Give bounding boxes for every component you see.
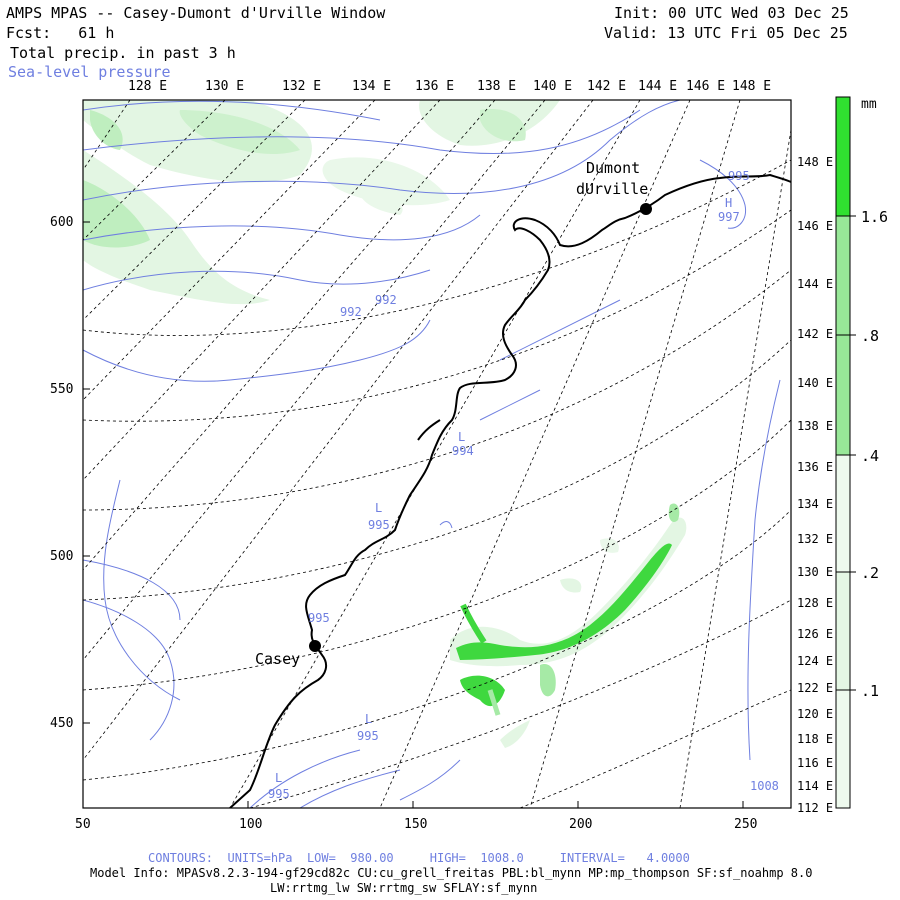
y-axis-labels: 600 550 500 450 (50, 215, 73, 731)
station-marker-dumont (640, 203, 652, 215)
lon-label-top: 132 E (282, 79, 321, 94)
lon-label-top: 146 E (686, 79, 725, 94)
contour-label: 992 (375, 293, 397, 307)
legend-level: .8 (861, 327, 879, 345)
lon-label-top: 140 E (533, 79, 572, 94)
lon-label-right: 130 E (797, 565, 833, 579)
coastline (229, 173, 791, 808)
x-tick-label: 250 (734, 817, 757, 832)
contour-label: L (275, 771, 282, 785)
lon-label-top: 128 E (128, 79, 167, 94)
map-title: AMPS MPAS -- Casey-Dumont d'Urville Wind… (6, 4, 386, 22)
map-frame (82, 99, 792, 809)
lon-label-right: 144 E (797, 277, 833, 291)
lon-label-right: 122 E (797, 681, 833, 695)
contour-label: 992 (340, 305, 362, 319)
lon-label-right: 116 E (797, 756, 833, 770)
contour-label: L (375, 501, 382, 515)
legend-frame (835, 96, 851, 809)
top-longitude-labels: 128 E 130 E 132 E 134 E 136 E 138 E 140 … (128, 79, 771, 94)
contour-label: 995 (368, 518, 390, 532)
map-panel (83, 100, 791, 808)
right-longitude-labels: 148 E 146 E 144 E 142 E 140 E 138 E 136 … (797, 155, 833, 815)
contour-label: 994 (452, 444, 474, 458)
y-axis-ticks (83, 221, 90, 724)
legend-level: .2 (861, 564, 879, 582)
lon-label-top: 148 E (732, 79, 771, 94)
lon-label-right: 118 E (797, 732, 833, 746)
contour-label: 995 (268, 787, 290, 801)
contour-label: 1008 (750, 779, 779, 793)
contour-label: L (365, 712, 372, 726)
lon-label-top: 136 E (415, 79, 454, 94)
lon-label-right: 142 E (797, 327, 833, 341)
lon-label-top: 134 E (352, 79, 391, 94)
lon-label-right: 146 E (797, 219, 833, 233)
station-label-dumont: Dumont (586, 159, 640, 177)
lon-label-top: 138 E (477, 79, 516, 94)
legend-unit: mm (861, 97, 877, 112)
x-axis-labels: 50 100 150 200 250 (75, 817, 757, 832)
contour-label: 995 (308, 611, 330, 625)
y-tick-label: 600 (50, 215, 73, 230)
x-tick-label: 100 (239, 817, 262, 832)
x-tick-label: 50 (75, 817, 91, 832)
contour-label: L (458, 430, 465, 444)
x-tick-label: 200 (569, 817, 592, 832)
station-label-casey: Casey (255, 650, 300, 668)
precip-legend: mm 1.6 .8 .4 .2 .1 (835, 96, 888, 809)
model-info-line2: LW:rrtmg_lw SW:rrtmg_sw SFLAY:sf_mynn (270, 881, 538, 895)
lon-label-right: 126 E (797, 627, 833, 641)
lon-label-right: 132 E (797, 532, 833, 546)
y-tick-label: 500 (50, 549, 73, 564)
contour-label: 997 (718, 210, 740, 224)
lon-label-right: 114 E (797, 779, 833, 793)
lon-label-top: 144 E (638, 79, 677, 94)
field-name: Total precip. in past 3 h (10, 44, 236, 62)
y-tick-label: 550 (50, 382, 73, 397)
x-tick-label: 150 (404, 817, 427, 832)
lon-label-right: 136 E (797, 460, 833, 474)
overlay-name: Sea-level pressure (8, 63, 171, 81)
legend-level: .1 (861, 682, 879, 700)
contour-labels: 992 992 995 H 997 L 994 L 995 995 L 995 … (268, 169, 779, 801)
lon-label-right: 148 E (797, 155, 833, 169)
station-marker-casey (309, 640, 321, 652)
pressure-contours (83, 100, 781, 808)
lon-label-right: 124 E (797, 654, 833, 668)
legend-swatch-light2 (836, 572, 850, 690)
contour-label: 995 (357, 729, 379, 743)
legend-level: 1.6 (861, 208, 888, 226)
contour-label: H (725, 196, 732, 210)
lon-label-right: 140 E (797, 376, 833, 390)
init-time: Init: 00 UTC Wed 03 Dec 25 (614, 4, 849, 22)
y-tick-label: 450 (50, 716, 73, 731)
lon-label-right: 138 E (797, 419, 833, 433)
station-label-durville: dUrville (576, 180, 648, 198)
model-info: Model Info: MPASv8.2.3-194-gf29cd82c CU:… (90, 866, 813, 880)
lon-label-right: 120 E (797, 707, 833, 721)
contour-label: 995 (728, 169, 750, 183)
x-axis-ticks (82, 801, 744, 808)
graticule (83, 100, 791, 808)
contour-info: CONTOURS: UNITS=hPa LOW= 980.00 HIGH= 10… (148, 851, 690, 865)
valid-time: Valid: 13 UTC Fri 05 Dec 25 (604, 24, 848, 42)
precip-shading-southeast (450, 503, 687, 748)
lon-label-right: 128 E (797, 596, 833, 610)
forecast-hour: Fcst: 61 h (6, 24, 115, 42)
lon-label-right: 134 E (797, 497, 833, 511)
lon-label-top: 130 E (205, 79, 244, 94)
lon-label-right: 112 E (797, 801, 833, 815)
lon-label-top: 142 E (587, 79, 626, 94)
legend-level: .4 (861, 447, 879, 465)
